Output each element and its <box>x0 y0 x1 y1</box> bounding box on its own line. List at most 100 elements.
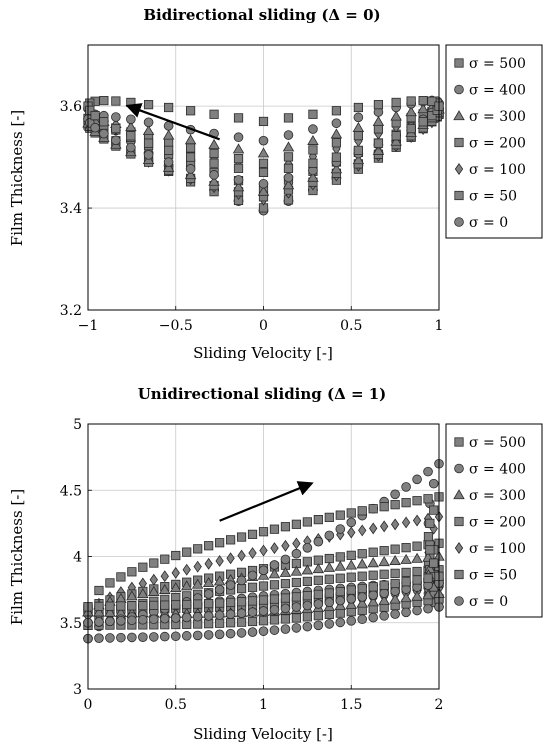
data-point <box>94 633 104 643</box>
data-point <box>423 466 433 477</box>
data-point <box>302 542 313 553</box>
legend-label: σ = 300 <box>469 109 526 125</box>
data-point <box>291 602 302 612</box>
data-point <box>345 559 357 570</box>
data-point <box>390 135 402 146</box>
data-point <box>236 597 247 607</box>
data-point <box>258 565 269 576</box>
data-point <box>423 532 434 542</box>
data-point <box>307 171 319 182</box>
x-tick-label: 1 <box>435 318 444 334</box>
data-point <box>417 103 429 114</box>
data-point <box>367 596 379 607</box>
data-point <box>247 616 258 627</box>
data-point <box>180 580 193 591</box>
data-point <box>423 573 433 583</box>
data-point <box>427 111 437 121</box>
data-point <box>307 134 319 145</box>
data-point <box>356 597 368 608</box>
data-point <box>209 109 219 119</box>
data-point <box>214 629 225 640</box>
data-point <box>335 524 346 534</box>
chart-unidirectional: Unidirectional sliding (Δ = 1) 0 0.5 1 1.5 2… <box>8 385 543 743</box>
data-point <box>353 112 364 123</box>
data-point <box>160 600 170 610</box>
data-point <box>237 549 246 562</box>
data-point <box>269 580 280 590</box>
data-point <box>335 510 345 520</box>
data-point <box>99 128 109 139</box>
data-point <box>313 515 323 525</box>
data-point <box>233 175 244 185</box>
data-point <box>137 588 149 599</box>
data-point <box>125 121 137 132</box>
x-tick-label: 1 <box>259 697 268 713</box>
data-point <box>324 597 335 608</box>
data-point <box>127 615 137 626</box>
data-point <box>280 603 291 614</box>
data-point <box>412 514 422 527</box>
data-point <box>412 496 422 506</box>
data-point <box>308 145 318 155</box>
data-point <box>209 170 219 180</box>
data-point <box>302 591 312 601</box>
data-point <box>345 598 357 609</box>
data-point <box>390 500 400 510</box>
data-point <box>208 138 220 149</box>
data-point <box>126 590 138 601</box>
data-point <box>203 589 214 599</box>
legend-item: σ = 500 <box>454 56 526 72</box>
data-point <box>159 583 171 594</box>
legend-label: σ = 100 <box>469 162 526 178</box>
data-point <box>270 542 279 555</box>
data-point <box>357 583 367 594</box>
data-point <box>373 138 384 148</box>
legend-label: σ = 200 <box>469 136 526 152</box>
data-point <box>269 625 280 635</box>
chart-2-plot-frame <box>87 423 440 690</box>
legend-marker <box>454 217 464 227</box>
data-point <box>292 537 301 550</box>
data-point <box>313 599 324 609</box>
data-point <box>400 553 412 564</box>
data-point <box>126 131 136 141</box>
data-point <box>356 558 368 569</box>
data-point <box>171 600 181 610</box>
data-point <box>236 628 247 638</box>
y-tick-label: 3.6 <box>60 99 82 115</box>
data-point <box>193 544 203 554</box>
data-point <box>193 599 203 609</box>
data-point <box>423 603 433 614</box>
data-point <box>313 611 323 621</box>
data-point <box>185 152 196 162</box>
data-point <box>346 572 356 582</box>
data-point <box>291 592 302 602</box>
data-point <box>379 580 389 590</box>
data-point <box>269 615 280 625</box>
data-point <box>191 578 204 589</box>
data-point <box>116 601 126 611</box>
y-tick-label: 3 <box>73 682 82 698</box>
data-point <box>149 614 159 625</box>
data-point <box>280 614 291 624</box>
data-point <box>313 536 324 547</box>
data-point <box>233 154 244 164</box>
data-point <box>412 605 422 616</box>
data-point <box>406 123 416 134</box>
legend-marker <box>454 463 464 474</box>
data-point <box>379 520 389 533</box>
data-point <box>236 583 247 594</box>
data-point <box>258 616 269 626</box>
data-point <box>236 532 247 542</box>
legend-marker <box>454 58 464 68</box>
data-point <box>335 617 346 628</box>
data-point <box>331 118 342 128</box>
data-point <box>232 181 245 192</box>
data-point <box>330 128 343 139</box>
data-point <box>346 517 357 528</box>
data-point <box>346 585 356 595</box>
data-point <box>233 163 244 173</box>
data-point <box>181 612 192 623</box>
data-point <box>406 96 416 106</box>
data-point <box>247 607 258 617</box>
